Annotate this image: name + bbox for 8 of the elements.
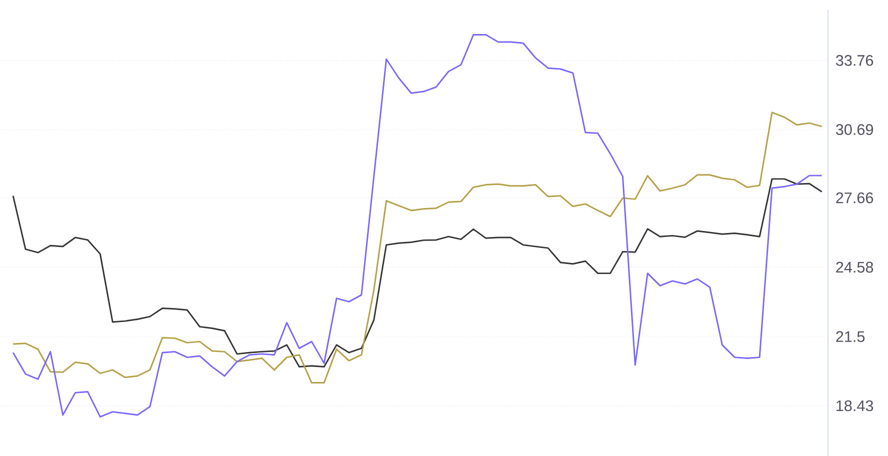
y-tick-label: 21.5 <box>836 331 865 342</box>
y-tick-label: 33.76 <box>836 55 874 66</box>
y-tick-label: 18.43 <box>836 400 874 412</box>
y-tick-label: 30.69 <box>836 124 874 136</box>
y-tick-label: 27.66 <box>836 192 874 204</box>
y-tick-label: 24.58 <box>836 262 874 273</box>
line-series <box>12 112 823 384</box>
line-series <box>12 34 823 418</box>
